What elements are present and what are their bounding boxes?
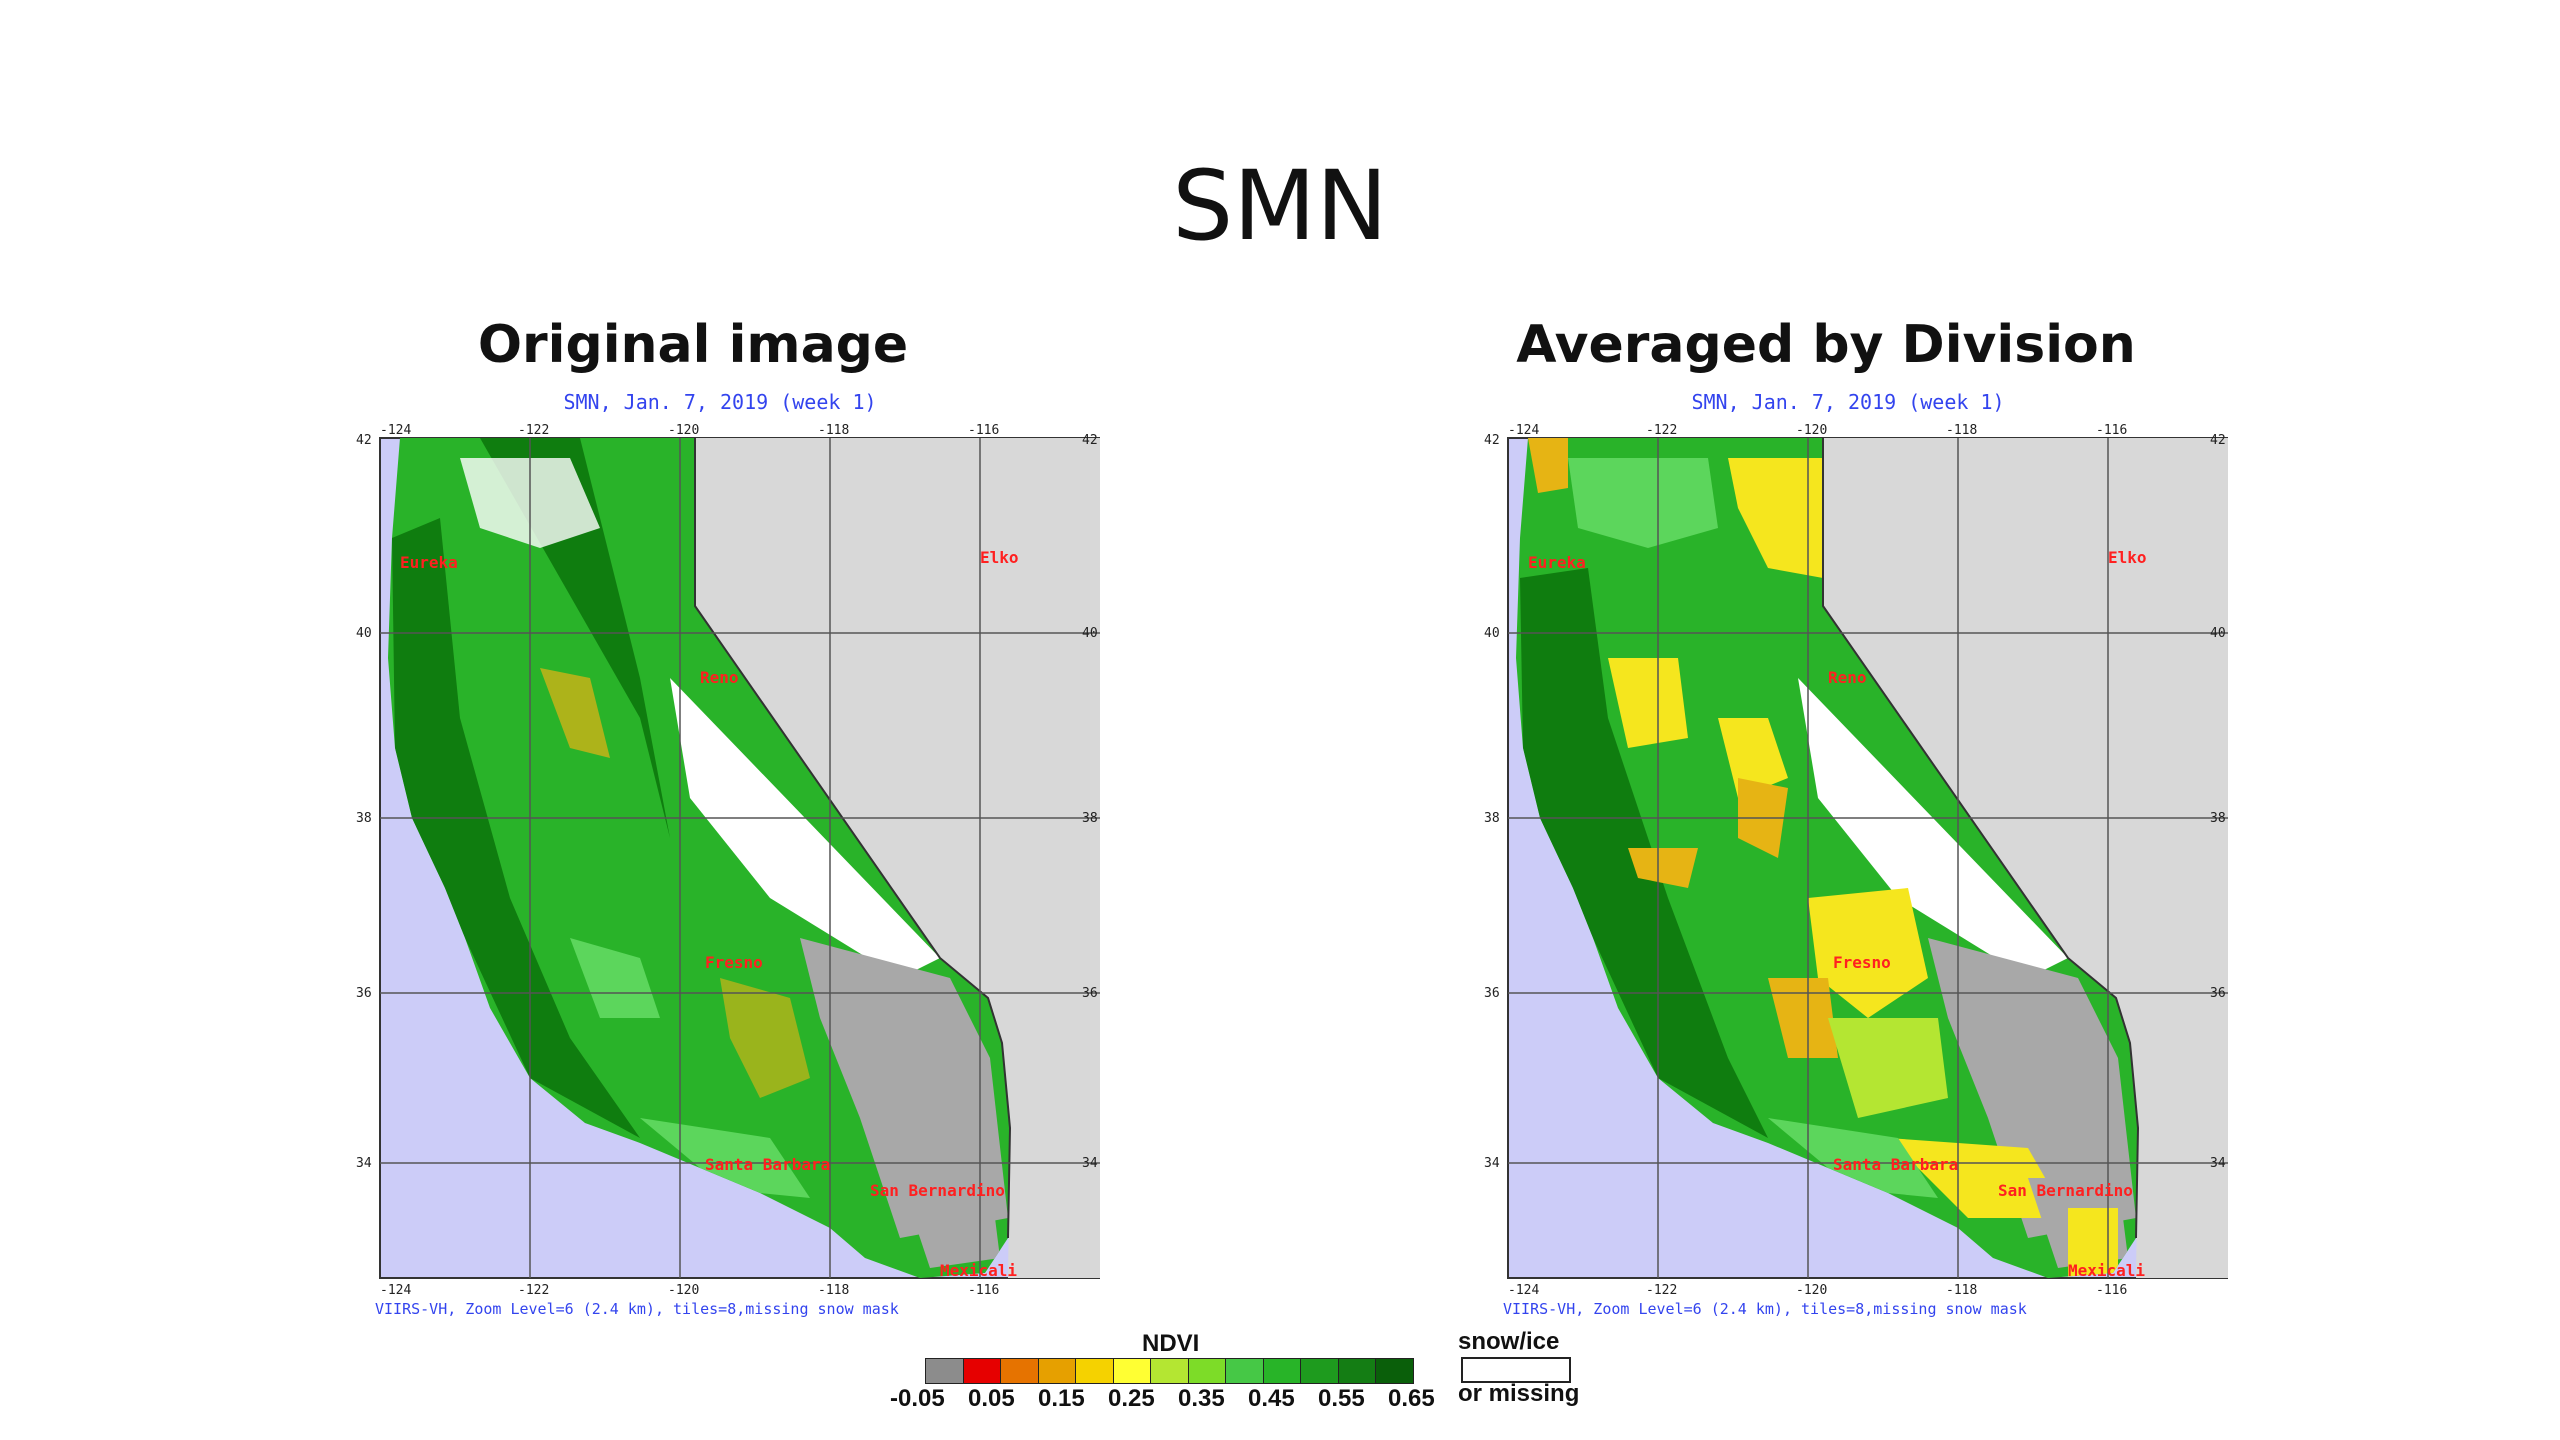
division-colors (1520, 438, 2136, 1278)
nevada-region (1823, 438, 2228, 1278)
or-missing-label: or missing (1458, 1380, 1580, 1407)
legend-swatch (1000, 1358, 1039, 1384)
city-label: Eureka (1528, 553, 1586, 572)
lat-tick-left: 40 (356, 626, 372, 641)
lon-tick-top: -116 (968, 423, 999, 438)
city-label: Mexicali (2068, 1261, 2145, 1280)
lat-tick-right: 40 (1082, 626, 1098, 641)
lat-tick-left: 34 (1484, 1156, 1500, 1171)
legend-swatch (1225, 1358, 1264, 1384)
legend-swatch (1112, 1358, 1151, 1384)
lon-tick-bottom: -122 (518, 1283, 549, 1298)
lat-tick-left: 42 (1484, 433, 1500, 448)
legend-swatch (1262, 1358, 1301, 1384)
legend-swatch (1075, 1358, 1114, 1384)
slide-title: SMN (1172, 150, 1388, 262)
legend-swatch (1375, 1358, 1414, 1384)
city-label: Mexicali (940, 1261, 1017, 1280)
legend-title: NDVI (1142, 1330, 1200, 1357)
snow-ice-label: snow/ice (1458, 1328, 1560, 1355)
lon-tick-bottom: -124 (1508, 1283, 1539, 1298)
city-label: Santa Barbara (705, 1155, 830, 1174)
city-label: Fresno (1833, 953, 1891, 972)
legend-tick: 0.55 (1318, 1385, 1365, 1412)
lat-tick-right: 40 (2210, 626, 2226, 641)
lon-tick-top: -118 (1946, 423, 1977, 438)
lon-tick-top: -124 (380, 423, 411, 438)
legend-swatch (1037, 1358, 1076, 1384)
city-label: Reno (1828, 668, 1867, 687)
lon-tick-bottom: -118 (1946, 1283, 1977, 1298)
legend-tick: 0.25 (1108, 1385, 1155, 1412)
city-label: Reno (700, 668, 739, 687)
legend-tick: -0.05 (890, 1385, 945, 1412)
map-header: SMN, Jan. 7, 2019 (week 1) (563, 390, 877, 414)
city-label: Santa Barbara (1833, 1155, 1958, 1174)
legend-swatch (962, 1358, 1001, 1384)
legend-tick: 0.65 (1388, 1385, 1435, 1412)
city-label: Fresno (705, 953, 763, 972)
lon-tick-top: -118 (818, 423, 849, 438)
lat-tick-right: 34 (2210, 1156, 2226, 1171)
lon-tick-bottom: -122 (1646, 1283, 1677, 1298)
lat-tick-right: 36 (1082, 986, 1098, 1001)
legend-tick: 0.15 (1038, 1385, 1085, 1412)
city-label: San Bernardino (1998, 1181, 2133, 1200)
lat-tick-left: 34 (356, 1156, 372, 1171)
lat-tick-right: 34 (1082, 1156, 1098, 1171)
averaged-map-panel: SMN, Jan. 7, 2019 (week 1) (1468, 390, 2228, 1330)
snow-ice-swatch (1461, 1357, 1571, 1383)
legend-swatch (1150, 1358, 1189, 1384)
ndvi-texture (392, 438, 1008, 1268)
city-label: Eureka (400, 553, 458, 572)
lat-tick-right: 36 (2210, 986, 2226, 1001)
original-map-panel: SMN, Jan. 7, 2019 (week 1) -124 (340, 390, 1100, 1330)
lat-tick-right: 38 (2210, 811, 2226, 826)
lon-tick-bottom: -118 (818, 1283, 849, 1298)
lat-tick-left: 38 (1484, 811, 1500, 826)
lon-tick-bottom: -120 (668, 1283, 699, 1298)
legend-swatch (1337, 1358, 1376, 1384)
legend-swatch (1187, 1358, 1226, 1384)
averaged-by-division-heading: Averaged by Division (1516, 315, 2136, 375)
original-image-heading: Original image (477, 315, 909, 375)
grid-lines (1508, 438, 2228, 1278)
legend-tick: 0.05 (968, 1385, 1015, 1412)
lon-tick-top: -120 (668, 423, 699, 438)
legend-swatch (1300, 1358, 1339, 1384)
lat-tick-left: 38 (356, 811, 372, 826)
nevada-region (695, 438, 1100, 1278)
grid-lines (380, 438, 1100, 1278)
lat-tick-left: 42 (356, 433, 372, 448)
map-footer: VIIRS-VH, Zoom Level=6 (2.4 km), tiles=8… (375, 1300, 899, 1318)
legend-tick: 0.45 (1248, 1385, 1295, 1412)
city-label: Elko (2108, 548, 2147, 567)
lon-tick-top: -122 (518, 423, 549, 438)
lon-tick-bottom: -120 (1796, 1283, 1827, 1298)
lon-tick-top: -116 (2096, 423, 2127, 438)
lat-tick-right: 42 (1082, 433, 1098, 448)
lat-tick-left: 40 (1484, 626, 1500, 641)
lon-tick-top: -124 (1508, 423, 1539, 438)
map-footer: VIIRS-VH, Zoom Level=6 (2.4 km), tiles=8… (1503, 1300, 2027, 1318)
lon-tick-bottom: -124 (380, 1283, 411, 1298)
city-label: Elko (980, 548, 1019, 567)
map-header: SMN, Jan. 7, 2019 (week 1) (1691, 390, 2005, 414)
original-map: -124 -122 -120 -118 -116 -124 -122 -120 … (356, 423, 1100, 1298)
ndvi-legend: NDVI -0.05 0.05 0.15 0.25 0.35 0.45 0.55… (0, 1328, 2560, 1440)
legend-tick: 0.35 (1178, 1385, 1225, 1412)
lon-tick-bottom: -116 (2096, 1283, 2127, 1298)
lat-tick-left: 36 (1484, 986, 1500, 1001)
lat-tick-right: 38 (1082, 811, 1098, 826)
city-label: San Bernardino (870, 1181, 1005, 1200)
lat-tick-left: 36 (356, 986, 372, 1001)
lat-tick-right: 42 (2210, 433, 2226, 448)
lon-tick-top: -122 (1646, 423, 1677, 438)
lon-tick-bottom: -116 (968, 1283, 999, 1298)
legend-swatch (925, 1358, 964, 1384)
lon-tick-top: -120 (1796, 423, 1827, 438)
averaged-map: -124 -122 -120 -118 -116 -124 -122 -120 … (1484, 423, 2228, 1298)
